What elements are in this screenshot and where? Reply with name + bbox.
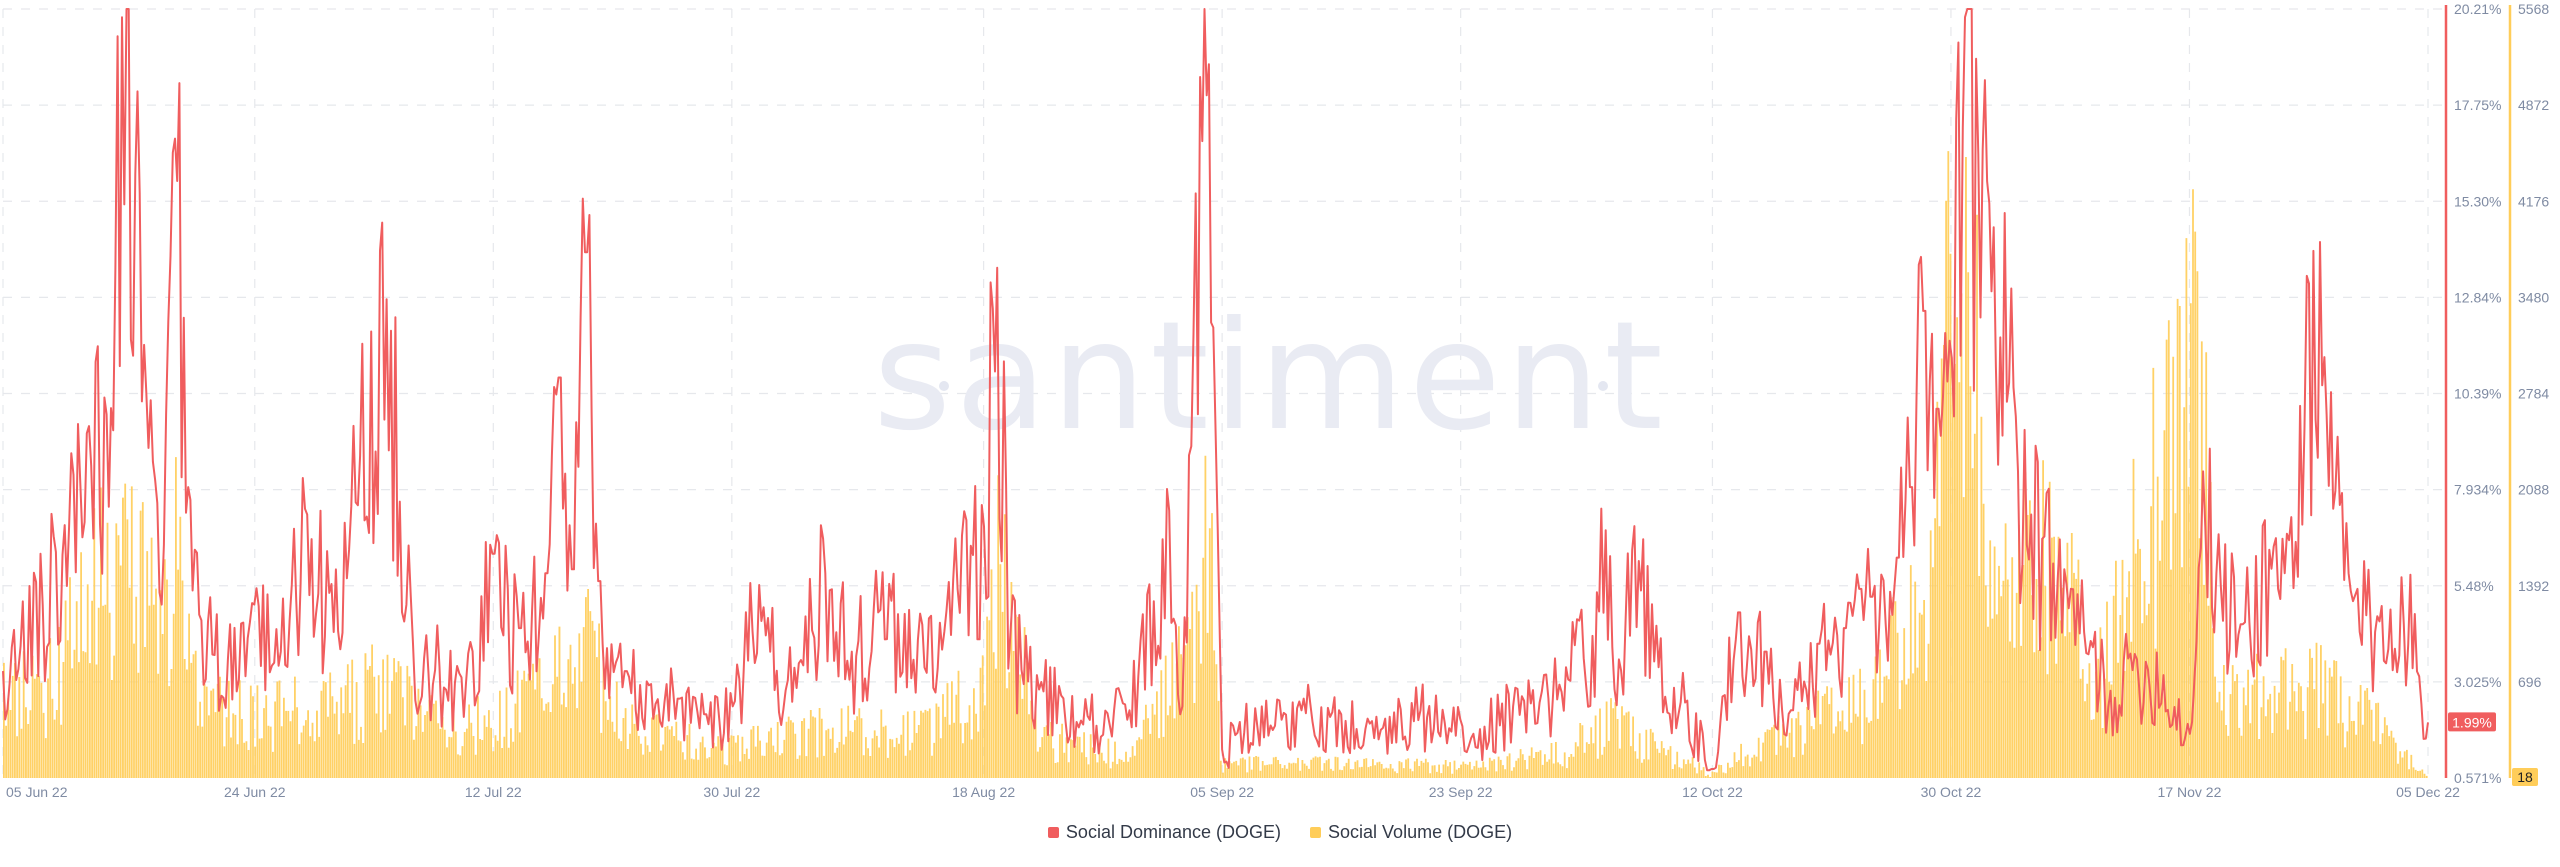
y-right-tick-label: 3480 bbox=[2518, 289, 2549, 305]
legend-item-volume[interactable]: Social Volume (DOGE) bbox=[1310, 822, 1512, 843]
y-right-tick-label: 1392 bbox=[2518, 578, 2549, 594]
y-left-tick-label: 20.21% bbox=[2454, 1, 2501, 17]
volume-bars bbox=[3, 151, 2428, 779]
y-left-tick-label: 3.025% bbox=[2454, 674, 2501, 690]
watermark-dot-right bbox=[1598, 381, 1608, 391]
watermark-dot-left bbox=[939, 381, 949, 391]
legend-label-dominance: Social Dominance (DOGE) bbox=[1065, 822, 1281, 842]
y-right-tick-label: 4176 bbox=[2518, 193, 2549, 209]
x-tick-label: 12 Oct 22 bbox=[1682, 784, 1743, 800]
volume-value-badge bbox=[2512, 768, 2538, 786]
x-tick-label: 30 Oct 22 bbox=[1921, 784, 1982, 800]
y-left-tick-label: 5.48% bbox=[2454, 578, 2494, 594]
y-left-tick-label: 10.39% bbox=[2454, 386, 2501, 402]
dominance-value-text: 1.99% bbox=[2452, 714, 2492, 730]
y-right-tick-label: 696 bbox=[2518, 674, 2542, 690]
x-tick-label: 17 Nov 22 bbox=[2158, 784, 2222, 800]
x-tick-label: 12 Jul 22 bbox=[465, 784, 522, 800]
legend: Social Dominance (DOGE) Social Volume (D… bbox=[0, 822, 2560, 843]
dominance-value-badge bbox=[2448, 712, 2496, 732]
volume-value-text: 18 bbox=[2517, 769, 2533, 785]
x-tick-label: 18 Aug 22 bbox=[952, 784, 1015, 800]
y-left-tick-label: 15.30% bbox=[2454, 193, 2501, 209]
y-right-tick-label: 4872 bbox=[2518, 97, 2549, 113]
volume-series bbox=[3, 151, 2428, 779]
x-tick-label: 30 Jul 22 bbox=[703, 784, 760, 800]
legend-swatch-volume bbox=[1310, 827, 1322, 838]
x-tick-label: 05 Sep 22 bbox=[1190, 784, 1254, 800]
axes bbox=[2444, 5, 2512, 778]
legend-label-volume: Social Volume (DOGE) bbox=[1328, 822, 1513, 842]
x-axis-ticks: 05 Jun 22 24 Jun 22 12 Jul 22 30 Jul 22 18 A… bbox=[6, 784, 2460, 800]
x-tick-label: 24 Jun 22 bbox=[224, 784, 286, 800]
y-left-tick-label: 0.571% bbox=[2454, 770, 2501, 786]
y-axis-right-ticks: 696 1392 2088 2784 3480 4176 4872 5568 bbox=[2518, 1, 2549, 690]
dominance-line bbox=[2, 8, 2429, 772]
dominance-series bbox=[2, 8, 2429, 772]
y-right-tick-label: 5568 bbox=[2518, 1, 2549, 17]
legend-swatch-dominance bbox=[1047, 827, 1059, 838]
y-left-tick-label: 7.934% bbox=[2454, 482, 2501, 498]
x-tick-label: 05 Dec 22 bbox=[2396, 784, 2460, 800]
y-right-tick-label: 2088 bbox=[2518, 482, 2549, 498]
x-tick-label: 05 Jun 22 bbox=[6, 784, 68, 800]
current-value-badges: 1.99% 18 bbox=[2448, 712, 2538, 786]
x-tick-label: 23 Sep 22 bbox=[1429, 784, 1493, 800]
legend-item-dominance[interactable]: Social Dominance (DOGE) bbox=[1047, 822, 1281, 843]
y-left-tick-label: 12.84% bbox=[2454, 289, 2501, 305]
y-right-tick-label: 2784 bbox=[2518, 386, 2549, 402]
y-left-tick-label: 17.75% bbox=[2454, 97, 2501, 113]
y-axis-left-ticks: 0.571% 3.025% 5.48% 7.934% 10.39% 12.84% 15.30… bbox=[2454, 1, 2501, 786]
